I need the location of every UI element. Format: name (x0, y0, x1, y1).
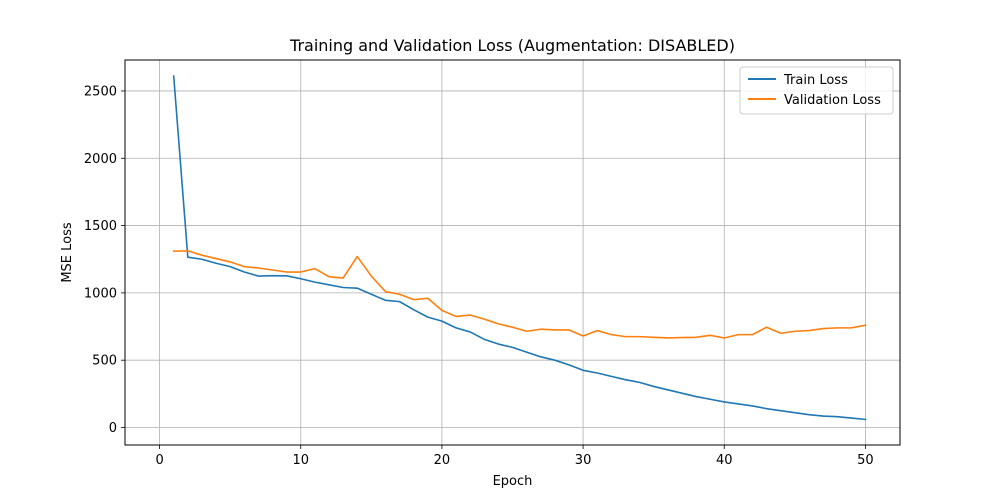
x-tick-label: 20 (434, 453, 451, 468)
y-tick-label: 1000 (84, 286, 117, 301)
grid-lines (125, 60, 900, 445)
plot-area-frame (124, 59, 901, 446)
x-axis-label: Epoch (493, 474, 533, 489)
y-axis-ticks: 0 500 1000 1500 2000 2500 (84, 84, 125, 436)
x-tick-label: 0 (155, 453, 163, 468)
x-tick-label: 30 (575, 453, 592, 468)
chart-title: Training and Validation Loss (Augmentati… (289, 36, 735, 55)
x-tick-label: 40 (716, 453, 733, 468)
x-tick-label: 10 (292, 453, 309, 468)
y-axis-label: MSE Loss (60, 222, 75, 283)
legend-box (739, 66, 894, 115)
y-tick-label: 500 (92, 354, 117, 369)
series-line-train-loss (172, 75, 867, 421)
legend: Train Loss Validation Loss (739, 66, 894, 115)
y-tick-label: 2000 (84, 152, 117, 167)
legend-label-validation-loss: Validation Loss (784, 93, 881, 108)
x-tick-label: 50 (857, 453, 874, 468)
y-tick-label: 0 (109, 421, 117, 436)
y-tick-label: 2500 (84, 84, 117, 99)
legend-label-train-loss: Train Loss (783, 73, 848, 88)
series-lines (172, 75, 867, 421)
y-tick-label: 1500 (84, 219, 117, 234)
x-axis-ticks: 0 10 20 30 40 50 (155, 445, 874, 468)
series-line-validation-loss (172, 250, 867, 339)
